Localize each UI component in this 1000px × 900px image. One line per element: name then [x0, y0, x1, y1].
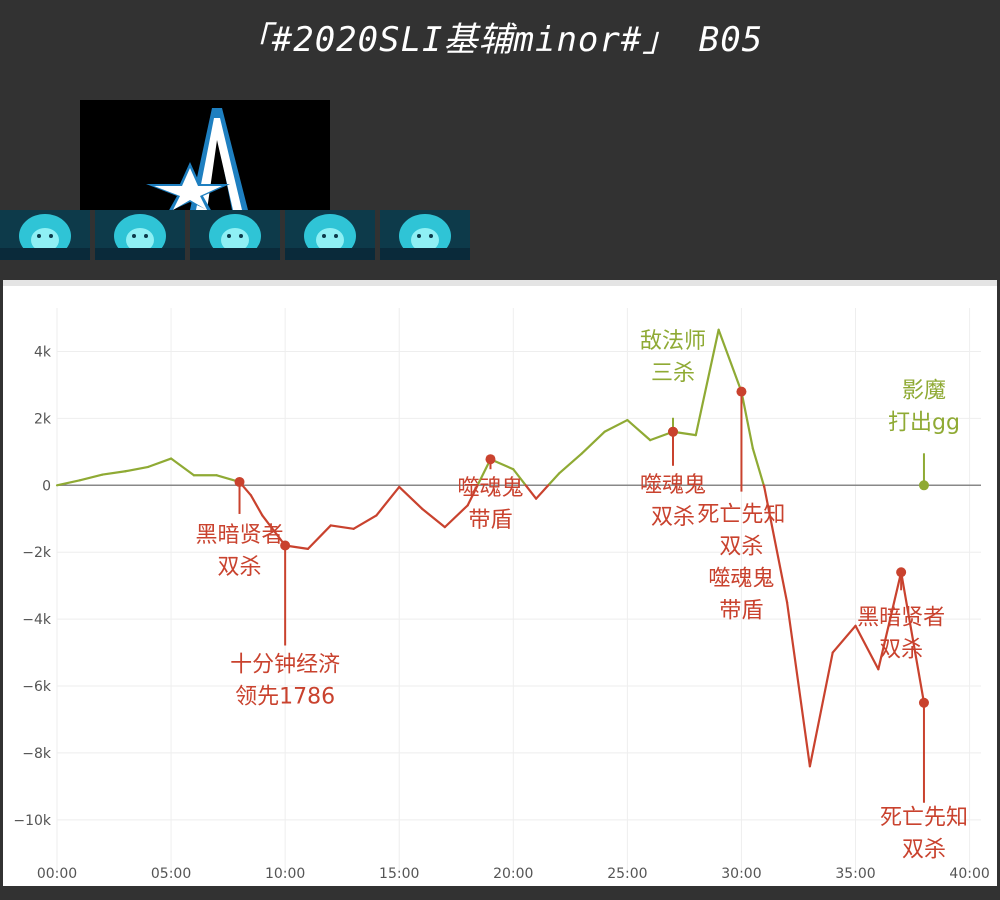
series-line-negative [375, 485, 401, 517]
series-line-negative [785, 601, 811, 768]
storm-spirit-icon [190, 210, 280, 260]
series-line-positive [580, 430, 606, 455]
series-line-negative [420, 507, 446, 529]
annotation-marker [896, 567, 907, 578]
series-line-negative [443, 504, 469, 529]
x-tick-label: 35:00 [835, 866, 875, 880]
annotation-label: 死亡先知 [697, 503, 785, 528]
annotation-marker [918, 480, 929, 491]
annotation-label: 双杀 [879, 637, 923, 662]
series-line-positive [557, 452, 583, 475]
series-line-negative [466, 484, 479, 507]
series-line-positive [751, 447, 765, 487]
annotation-marker [234, 476, 245, 487]
hero-portrait-5 [380, 210, 470, 260]
series-line-negative [329, 524, 355, 530]
series-line-positive [169, 457, 195, 477]
hero-portrait-3 [190, 210, 280, 260]
x-tick-label: 10:00 [265, 866, 305, 880]
annotation-label: 噬魂鬼 [457, 476, 523, 501]
annotation-label: 双杀 [719, 535, 763, 560]
series-line-negative [398, 485, 424, 510]
y-tick-label: 4k [34, 344, 52, 360]
series-line-negative [352, 514, 378, 530]
series-line-negative [877, 571, 903, 671]
annotation-marker [668, 426, 678, 437]
storm-spirit-icon [0, 210, 90, 260]
series-line-positive [547, 472, 561, 487]
hero-portraits [0, 210, 475, 260]
series-line-negative [763, 485, 789, 604]
annotation-label: 带盾 [719, 599, 763, 624]
annotation-label: 带盾 [468, 508, 512, 533]
series-line-negative [854, 624, 880, 671]
x-tick-label: 20:00 [493, 866, 533, 880]
team-logo [80, 100, 330, 212]
series-line-positive [694, 328, 720, 437]
annotation-label: 领先1786 [235, 685, 335, 710]
storm-spirit-icon [285, 210, 375, 260]
series-line-positive [626, 418, 652, 442]
y-tick-label: −6k [22, 679, 52, 695]
annotation-label: 十分钟经济 [230, 653, 340, 678]
series-line-positive [124, 465, 150, 473]
series-line-positive [512, 468, 527, 487]
series-line-positive [147, 457, 173, 468]
page-title: 「#2020SLI基辅minor#」 B05 [236, 20, 764, 60]
x-tick-label: 05:00 [151, 866, 191, 880]
hero-portrait-4 [285, 210, 375, 260]
series-line-negative [241, 484, 253, 497]
annotation-marker [485, 454, 496, 465]
gold-advantage-chart-panel: 4k 2k 0 −2k −4k −6k −8k −10k 00:00 05:00 10:00 15:0… [3, 280, 997, 886]
x-tick-label: 40:00 [949, 866, 989, 880]
series-line-negative [249, 494, 264, 517]
annotation-label: 死亡先知 [880, 806, 968, 831]
annotation-label: 敌法师 [640, 329, 706, 354]
hero-portrait-2 [95, 210, 185, 260]
y-tick-label: −10k [13, 813, 52, 829]
team-aster-logo-icon [146, 108, 248, 212]
annotation-marker [918, 697, 929, 708]
series-line-negative [535, 484, 550, 500]
series-line-positive [603, 418, 629, 433]
annotation-marker [280, 540, 291, 551]
y-tick-label: 0 [42, 478, 51, 494]
series-line-positive [740, 390, 754, 450]
annotation-label: 双杀 [651, 505, 695, 530]
storm-spirit-icon [380, 210, 470, 260]
y-tick-label: −2k [22, 545, 52, 561]
annotation-label: 三杀 [651, 361, 695, 386]
series-line-positive [717, 328, 743, 393]
x-tick-label: 25:00 [607, 866, 647, 880]
x-tick-label: 00:00 [37, 866, 77, 880]
y-tick-label: 2k [34, 411, 52, 427]
x-tick-label: 30:00 [721, 866, 761, 880]
annotation-label: 影魔 [902, 378, 946, 403]
hero-portrait-1 [0, 210, 90, 260]
y-tick-label: −4k [22, 612, 52, 628]
storm-spirit-icon [95, 210, 185, 260]
annotation-label: 黑暗贤者 [196, 523, 284, 548]
gold-advantage-chart: 4k 2k 0 −2k −4k −6k −8k −10k 00:00 05:00 10:00 15:0… [13, 308, 990, 880]
series-line-negative [261, 514, 287, 547]
series-line-positive [78, 473, 104, 482]
series-line-negative [306, 524, 332, 550]
annotation-label: 双杀 [902, 838, 946, 863]
annotation-label: 黑暗贤者 [857, 605, 945, 630]
annotation-label: 噬魂鬼 [708, 567, 774, 592]
series-line-positive [55, 479, 81, 487]
series-line-negative [831, 624, 857, 654]
annotation-marker [736, 386, 747, 397]
annotation-label: 双杀 [218, 555, 262, 580]
x-tick-label: 15:00 [379, 866, 419, 880]
annotation-label: 噬魂鬼 [640, 473, 706, 498]
series-line-positive [101, 470, 127, 476]
series-line-negative [524, 484, 538, 500]
series-line-negative [900, 571, 926, 704]
annotation-label: 打出gg [888, 410, 960, 435]
series-line-negative [808, 651, 834, 768]
y-tick-label: −8k [22, 746, 52, 762]
